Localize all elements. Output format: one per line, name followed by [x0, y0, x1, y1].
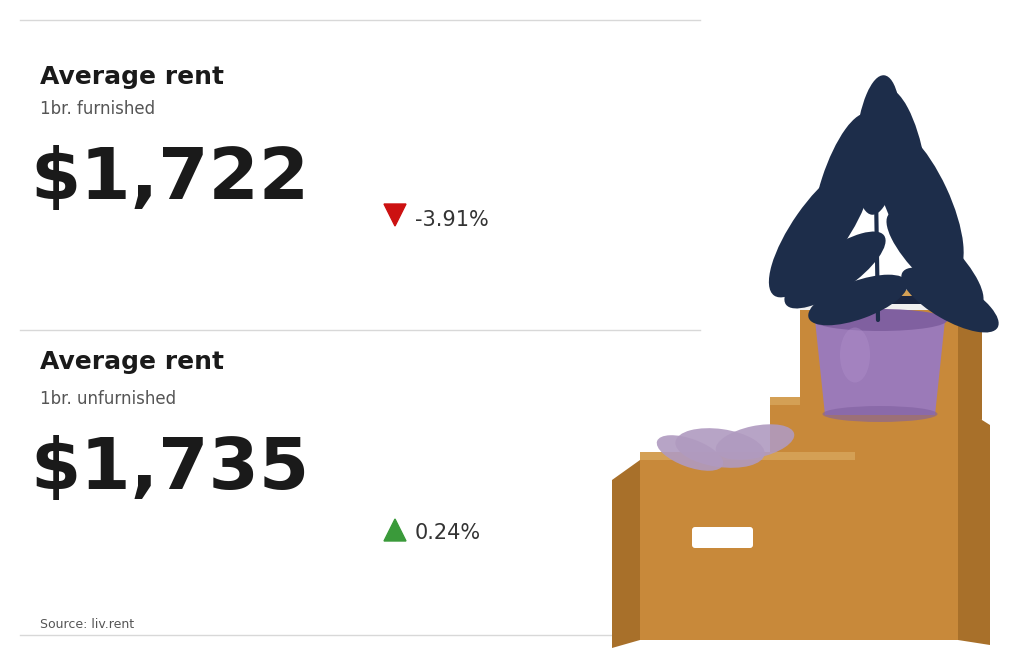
Ellipse shape: [901, 267, 998, 332]
Text: 1br. unfurnished: 1br. unfurnished: [40, 390, 176, 408]
Text: $1,722: $1,722: [30, 145, 309, 214]
Polygon shape: [384, 204, 406, 226]
Ellipse shape: [877, 124, 964, 276]
Text: $1,735: $1,735: [30, 435, 309, 504]
Ellipse shape: [716, 424, 795, 460]
Polygon shape: [958, 298, 982, 420]
Bar: [770, 400, 961, 640]
Ellipse shape: [676, 428, 765, 468]
Ellipse shape: [872, 89, 928, 241]
Ellipse shape: [840, 327, 870, 382]
Polygon shape: [612, 460, 640, 648]
Polygon shape: [958, 405, 990, 645]
Ellipse shape: [812, 113, 878, 257]
Text: 0.24%: 0.24%: [415, 523, 481, 543]
Polygon shape: [384, 519, 406, 541]
Text: Average rent: Average rent: [40, 65, 224, 89]
Polygon shape: [640, 452, 855, 460]
Bar: [640, 460, 855, 640]
Text: Average rent: Average rent: [40, 350, 224, 374]
Ellipse shape: [887, 212, 983, 309]
Text: Source: liv.rent: Source: liv.rent: [40, 618, 134, 631]
Ellipse shape: [808, 275, 907, 325]
Ellipse shape: [656, 435, 723, 471]
Text: 1br. furnished: 1br. furnished: [40, 100, 155, 118]
Ellipse shape: [855, 76, 901, 215]
Ellipse shape: [822, 406, 938, 422]
Bar: [800, 295, 961, 415]
Bar: [800, 290, 961, 298]
Text: -3.91%: -3.91%: [415, 210, 488, 230]
Ellipse shape: [812, 309, 947, 331]
Ellipse shape: [784, 231, 886, 309]
FancyBboxPatch shape: [692, 527, 753, 548]
Bar: [800, 296, 955, 308]
Ellipse shape: [769, 162, 871, 298]
Bar: [770, 397, 961, 405]
Bar: [800, 304, 955, 310]
Polygon shape: [815, 320, 945, 415]
